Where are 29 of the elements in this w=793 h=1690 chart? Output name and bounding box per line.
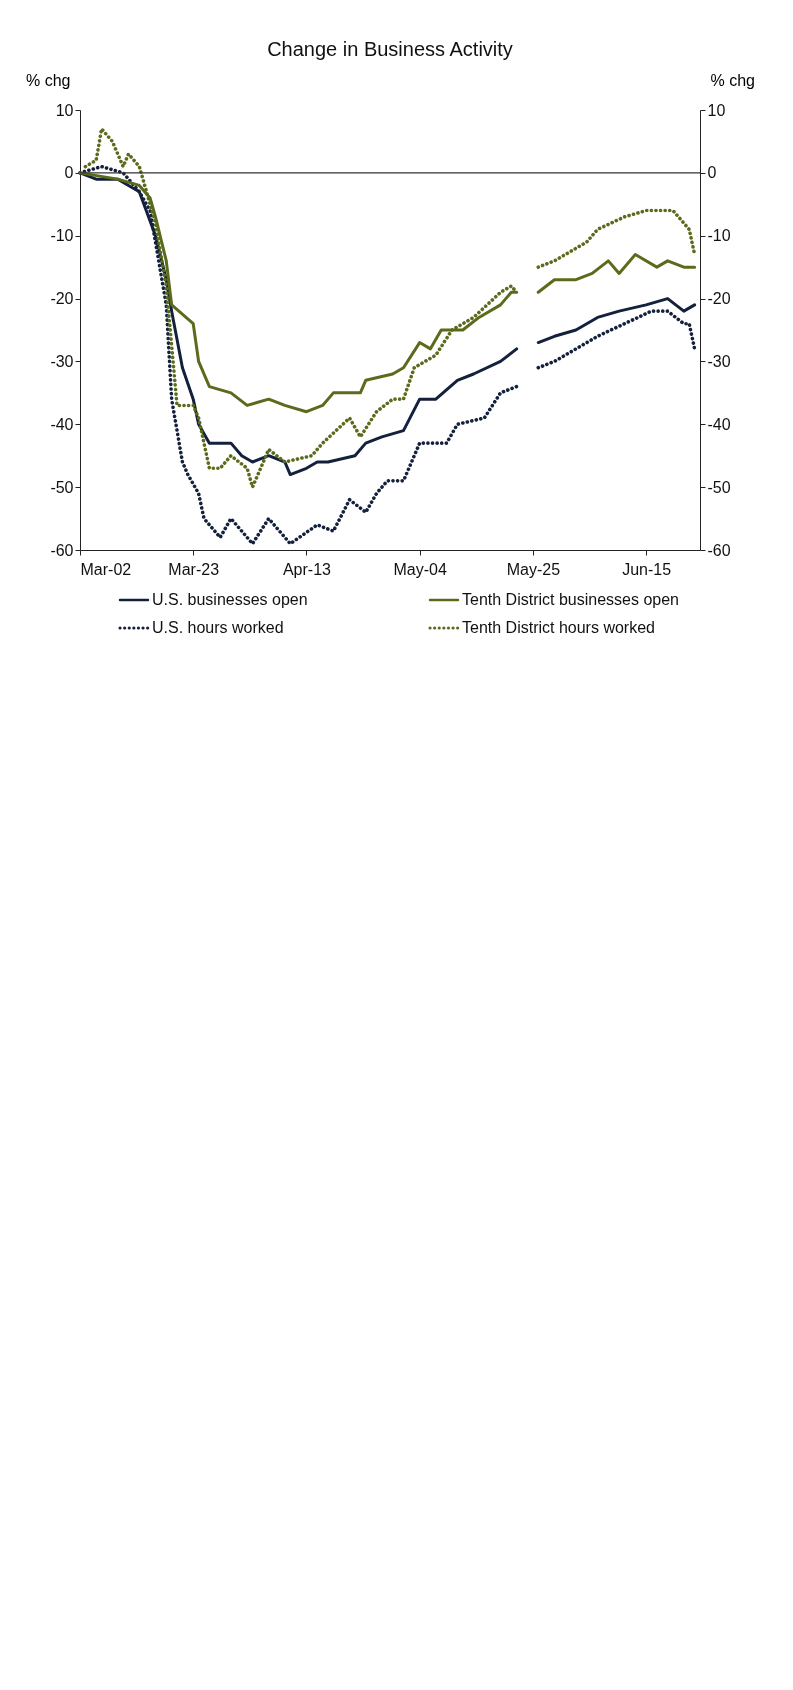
chart-title: Change in Business Activity: [267, 38, 513, 60]
x-tick-label: May-25: [506, 560, 561, 578]
y2-tick-label: -50: [707, 478, 731, 496]
y2-tick-label: -60: [707, 541, 731, 559]
y2-tick-label: -30: [707, 352, 731, 370]
y-tick-label: -30: [50, 352, 74, 370]
x-tick-label: May-04: [393, 560, 447, 578]
x-tick-label: Mar-02: [80, 560, 132, 578]
y-tick-label: -50: [50, 478, 74, 496]
x-tick-label: Jun-15: [622, 560, 672, 578]
y2-tick-label: -10: [707, 227, 731, 245]
x-tick-label: Mar-23: [168, 560, 220, 578]
y-tick-label: -10: [50, 227, 74, 245]
legend-label: Tenth District businesses open: [462, 591, 679, 608]
y2-tick-label: -40: [707, 415, 731, 433]
y2-axis-title: % chg: [710, 71, 755, 89]
y-tick-label: -20: [50, 290, 74, 308]
y-tick-label: 0: [64, 164, 74, 182]
legend-label: U.S. hours worked: [152, 619, 284, 636]
y-tick-label: -60: [50, 541, 74, 559]
y-tick-label: 10: [55, 101, 74, 119]
y2-tick-label: 0: [707, 164, 717, 182]
y-axis-title: % chg: [26, 71, 71, 89]
legend-label: U.S. businesses open: [152, 591, 308, 608]
x-tick-label: Apr-13: [282, 560, 332, 578]
y2-tick-label: 10: [707, 101, 726, 119]
y-tick-label: -40: [50, 415, 74, 433]
legend-label: Tenth District hours worked: [462, 619, 655, 636]
y2-tick-label: -20: [707, 290, 731, 308]
